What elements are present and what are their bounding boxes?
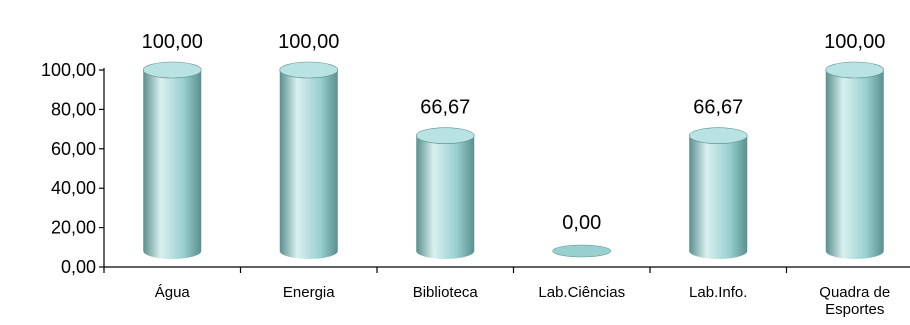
y-tick-label: 60,00 <box>51 139 96 159</box>
data-label: 0,00 <box>562 212 601 234</box>
x-category-label-line: Lab.Ciências <box>538 284 625 301</box>
x-category-label-line: Esportes <box>825 301 884 318</box>
label-layer: 0,00 20,00 40,00 60,00 80,00 100,00 100,00 Água… <box>41 31 890 318</box>
bar-layer <box>142 61 885 259</box>
y-tick-label: 100,00 <box>41 60 96 80</box>
y-tick-label: 20,00 <box>51 218 96 238</box>
bar <box>279 61 339 259</box>
bar-top <box>688 127 748 144</box>
bar-top <box>825 61 885 79</box>
x-category-label: Energia <box>283 284 335 301</box>
bar-body <box>689 135 748 259</box>
y-tick-label: 40,00 <box>51 178 96 198</box>
bar-body <box>825 70 884 259</box>
x-category-label-line: Quadra de <box>819 284 890 301</box>
x-category-label: Biblioteca <box>413 284 479 301</box>
bar <box>825 61 885 259</box>
bar-body <box>279 70 338 259</box>
x-category-label-line: Energia <box>283 284 335 301</box>
data-label: 100,00 <box>142 31 203 53</box>
x-category-label-line: Água <box>155 284 191 301</box>
y-tick-label: 0,00 <box>61 257 96 277</box>
data-label: 66,67 <box>693 97 743 119</box>
x-category-label: Água <box>155 284 191 301</box>
axis-layer <box>99 68 910 273</box>
data-label: 100,00 <box>278 31 339 53</box>
bar-body <box>143 70 202 259</box>
bar-top <box>142 61 202 79</box>
x-category-label-line: Lab.Info. <box>689 284 747 301</box>
data-label: 66,67 <box>420 97 470 119</box>
y-tick-label: 80,00 <box>51 99 96 119</box>
x-category-label: Lab.Ciências <box>538 284 625 301</box>
bar-top <box>415 127 475 144</box>
x-category-label: Lab.Info. <box>689 284 747 301</box>
data-label: 100,00 <box>824 31 885 53</box>
bar <box>552 244 612 258</box>
bar-zero-disc <box>552 244 612 258</box>
bar <box>415 127 475 259</box>
bar <box>142 61 202 259</box>
bar-top <box>279 61 339 79</box>
x-category-label: Quadra de Esportes <box>819 284 890 318</box>
bar-body <box>416 135 475 259</box>
x-category-label-line: Biblioteca <box>413 284 479 301</box>
bar <box>688 127 748 259</box>
